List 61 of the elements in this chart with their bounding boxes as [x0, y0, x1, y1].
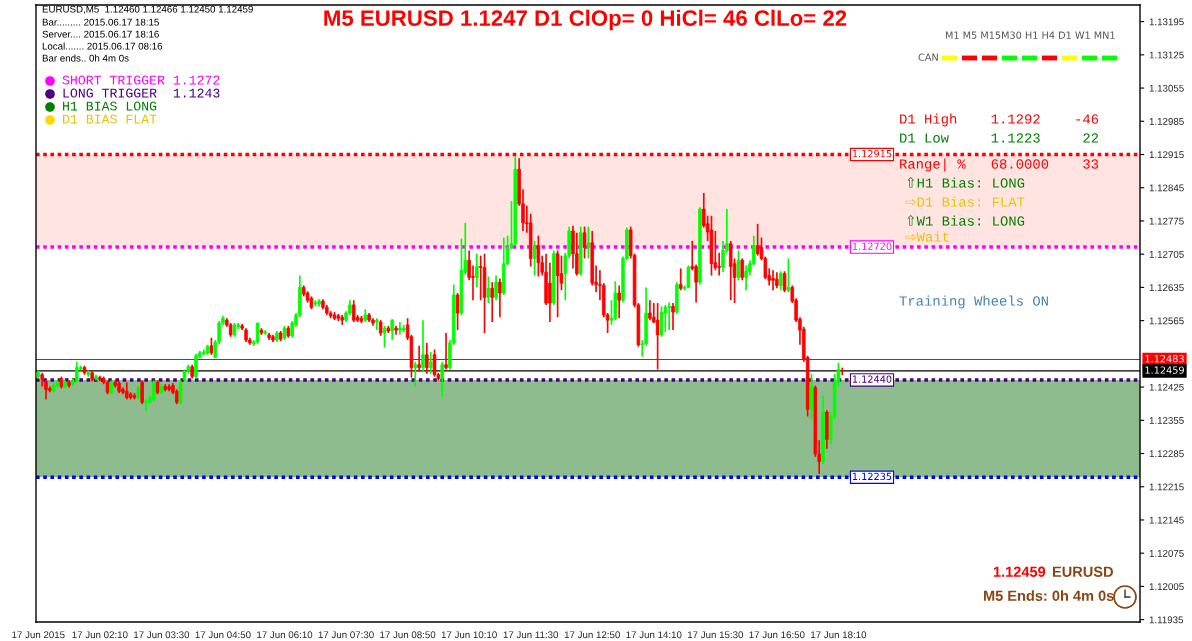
annotation: D1 Low 1.1223 22	[900, 133, 1099, 143]
ref-line-label: 1.12915	[852, 149, 892, 158]
x-tick-label: 17 Jun 10:10	[441, 631, 497, 639]
chart-title: M5 EURUSD 1.1247 D1 ClOp= 0 HiCl= 46 ClLo= 22	[324, 9, 847, 31]
annotation: Bar......... 2015.06.17 18:15	[42, 18, 159, 26]
annotation: EURUSD	[1052, 566, 1113, 577]
annotation: H1 BIAS LONG	[63, 101, 157, 111]
annotation: SHORT TRIGGER 1.1272	[62, 75, 220, 85]
annotation: D1 High 1.1292 -46	[900, 113, 1099, 127]
x-tick-label: 17 Jun 16:50	[749, 631, 805, 639]
y-tick-label: 1.13125	[1149, 51, 1184, 59]
annotation: D1 BIAS FLAT	[63, 114, 157, 124]
y-tick-label: 1.12705	[1149, 250, 1184, 258]
annotation: Range| % 68.0000 33	[900, 158, 1099, 172]
annotation: ⇨Wait	[905, 231, 949, 242]
y-tick-label: 1.12215	[1149, 483, 1184, 491]
y-tick-label: 1.12565	[1149, 317, 1184, 325]
annotation: Bar ends.. 0h 4m 0s	[42, 54, 129, 62]
x-tick-label: 17 Jun 02:10	[72, 631, 128, 639]
y-tick-label: 1.13195	[1149, 18, 1184, 26]
x-tick-label: 17 Jun 15:30	[687, 631, 744, 639]
x-tick-label: 17 Jun 03:30	[134, 631, 190, 639]
annotation: Training Wheels ON	[899, 295, 1048, 309]
y-tick-label: 1.12985	[1149, 118, 1184, 125]
annotation: M1 M5 M15M30 H1 H4 D1 W1 MN1	[945, 31, 1115, 39]
y-tick-label: 1.12355	[1149, 417, 1184, 424]
y-tick-label: 1.12775	[1149, 217, 1184, 225]
x-tick-label: 17 Jun 08:50	[380, 631, 436, 639]
x-tick-label: 17 Jun 14:10	[626, 631, 682, 639]
ref-line-label: 1.12459	[1145, 366, 1184, 374]
annotation: Server.... 2015.06.17 18:16	[42, 30, 159, 38]
annotation: Local....... 2015.06.17 08:16	[42, 42, 163, 50]
ref-line-label: 1.12235	[852, 472, 892, 481]
annotation: ⇧W1 Bias: LONG	[907, 215, 1025, 226]
x-tick-label: 17 Jun 07:30	[318, 631, 374, 639]
y-tick-label: 1.12145	[1149, 516, 1184, 524]
y-tick-label: 1.12285	[1149, 450, 1184, 458]
annotation: M5 Ends: 0h 4m 0s	[983, 590, 1114, 601]
x-tick-label: 17 Jun 18:10	[811, 631, 867, 639]
x-tick-label: 17 Jun 2015	[12, 631, 65, 639]
y-tick-label: 1.13055	[1149, 84, 1184, 92]
ref-line-label: 1.12440	[852, 375, 892, 383]
ref-line-label: 1.12720	[852, 242, 892, 250]
annotation: ⇨D1 Bias: FLAT	[905, 196, 1025, 207]
annotation: EURUSD,M5 1.12460 1.12466 1.12450 1.12459	[42, 5, 253, 14]
y-tick-label: 1.12075	[1149, 549, 1184, 557]
y-tick-label: 1.12915	[1149, 151, 1184, 159]
annotation: ⇧H1 Bias: LONG	[907, 177, 1025, 188]
x-tick-label: 17 Jun 04:50	[195, 631, 251, 639]
annotation: CAN	[918, 53, 938, 61]
y-tick-label: 1.12635	[1149, 284, 1184, 292]
y-tick-label: 1.11935	[1149, 616, 1184, 624]
annotation: LONG TRIGGER 1.1243	[63, 88, 220, 98]
annotation: 1.12459	[993, 566, 1046, 577]
x-tick-label: 17 Jun 06:10	[257, 631, 313, 639]
x-tick-label: 17 Jun 12:50	[564, 631, 620, 639]
y-tick-label: 1.12425	[1149, 383, 1184, 391]
y-tick-label: 1.12005	[1149, 583, 1184, 591]
ref-line-label: 1.12483	[1145, 355, 1184, 363]
y-tick-label: 1.12845	[1149, 184, 1184, 192]
x-tick-label: 17 Jun 11:30	[503, 631, 559, 639]
